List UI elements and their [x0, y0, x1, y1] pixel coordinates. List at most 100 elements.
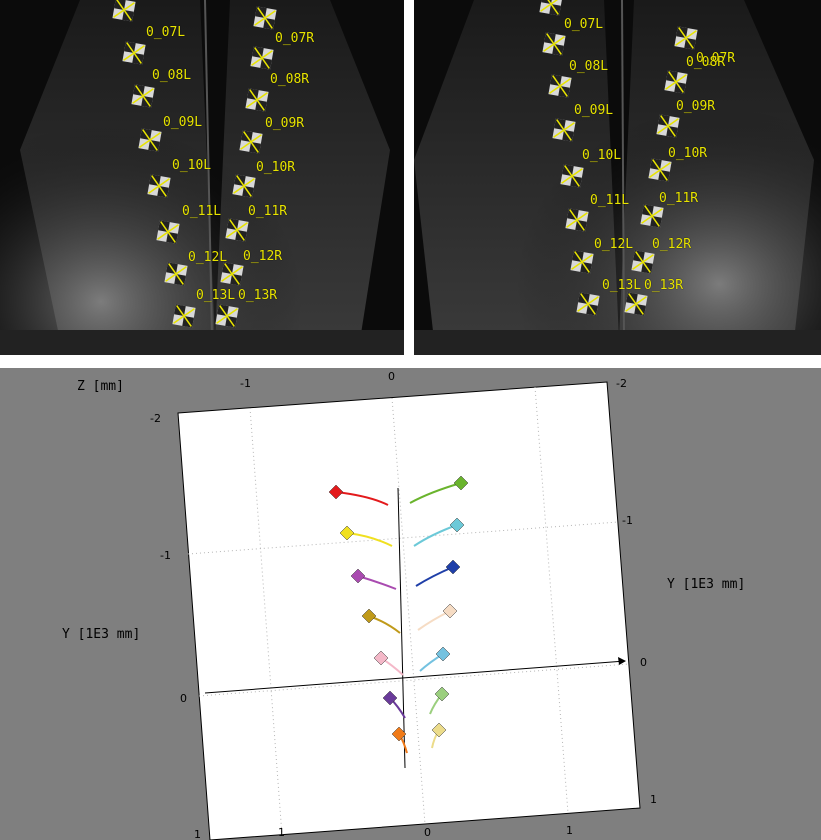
marker-diamond	[435, 646, 451, 662]
marker-label: 0_11R	[659, 191, 699, 206]
marker-diamond	[391, 726, 407, 742]
bottom-tick: 0	[424, 826, 431, 839]
checker-target	[253, 6, 277, 30]
y-axis-label-right: Y [1E3 mm]	[667, 577, 746, 592]
checker-target	[131, 84, 155, 108]
camera-view-left: 0_07L 0_08L 0_09L 0_10L 0_11L 0_12L 0_13…	[0, 0, 404, 355]
marker-label: 0_10L	[582, 148, 622, 163]
camera-right-scene	[414, 0, 821, 355]
y-axis-line	[204, 660, 626, 694]
checker-target	[631, 250, 655, 274]
y-axis-label-left: Y [1E3 mm]	[62, 627, 141, 642]
checker-target	[112, 0, 136, 22]
marker-label: 0_10R	[668, 146, 708, 161]
trajectory-0_07R	[409, 475, 469, 504]
bottom-tick: 1	[278, 826, 285, 839]
marker-label: 0_12L	[188, 250, 228, 265]
marker-label: 0_12R	[652, 237, 692, 252]
target-markers-right	[539, 0, 698, 316]
marker-diamond	[442, 603, 458, 619]
marker-label: 0_13L	[196, 288, 236, 303]
marker-label: 0_09R	[676, 99, 716, 114]
left-tick: -1	[160, 549, 171, 562]
marker-label: 0_10R	[256, 160, 296, 175]
top-tick: -1	[240, 377, 251, 390]
marker-label: 0_09R	[265, 116, 305, 131]
marker-label: 0_13L	[602, 278, 642, 293]
top-tick: 0	[388, 370, 395, 383]
checker-target	[542, 32, 566, 56]
left-tick: 1	[194, 828, 201, 840]
marker-label: 0_07L	[564, 17, 604, 32]
checker-target	[664, 70, 688, 94]
trajectory-0_07L	[328, 484, 389, 506]
camera-view-right: 0_07L 0_08L 0_09L 0_10L 0_11L 0_12L 0_13…	[414, 0, 821, 355]
checker-target	[122, 41, 146, 65]
marker-diamond	[445, 559, 461, 575]
marker-label: 0_13R	[644, 278, 684, 293]
trajectory-0_10R	[417, 603, 458, 631]
checker-target	[552, 118, 576, 142]
checker-target	[539, 0, 563, 16]
checker-target	[648, 158, 672, 182]
marker-label: 0_08L	[569, 59, 609, 74]
z-axis-label: Z [mm]	[77, 379, 124, 394]
marker-label: 0_10L	[172, 158, 212, 173]
marker-label: 0_07L	[146, 25, 186, 40]
marker-label: 0_12L	[594, 237, 634, 252]
trajectory-0_09L	[350, 568, 397, 590]
marker-label: 0_11L	[590, 193, 630, 208]
trajectory-0_10L	[361, 608, 401, 634]
checker-target	[576, 292, 600, 316]
checker-target	[250, 46, 274, 70]
marker-label: 0_09L	[163, 115, 203, 130]
trajectory-0_13R	[431, 722, 447, 749]
displacement-plot: Z [mm] Y [1E3 mm] Y [1E3 mm] -1 0 -2 -2 …	[0, 368, 821, 840]
right-tick: 1	[650, 793, 657, 806]
checker-target	[565, 208, 589, 232]
trajectory-0_12R	[429, 686, 450, 715]
checker-target	[548, 74, 572, 98]
checker-target	[232, 174, 256, 198]
marker-label: 0_08R	[686, 55, 726, 70]
trajectory-0_11L	[373, 650, 404, 676]
checker-target	[156, 220, 180, 244]
checker-target	[239, 130, 263, 154]
checker-target	[172, 304, 196, 328]
trajectory-0_08R	[413, 517, 465, 547]
marker-diamond	[449, 517, 465, 533]
target-markers-left	[112, 0, 277, 328]
marker-diamond	[328, 484, 344, 500]
checker-target	[225, 218, 249, 242]
marker-diamond	[453, 475, 469, 491]
checker-target	[138, 128, 162, 152]
checker-target	[674, 26, 698, 50]
checker-target	[220, 262, 244, 286]
marker-label: 0_08L	[152, 68, 192, 83]
marker-label: 0_07R	[275, 31, 315, 46]
marker-label: 0_09L	[574, 103, 614, 118]
left-tick: 0	[180, 692, 187, 705]
right-tick: 0	[640, 656, 647, 669]
checker-target	[656, 114, 680, 138]
checker-target	[147, 174, 171, 198]
left-tick: -2	[150, 412, 161, 425]
marker-diamond	[382, 690, 398, 706]
z-axis-line	[397, 487, 406, 769]
marker-label: 0_12R	[243, 249, 283, 264]
marker-diamond	[373, 650, 389, 666]
checker-target	[640, 204, 664, 228]
grid-lines	[187, 386, 630, 836]
trajectory-0_08L	[339, 525, 393, 547]
trajectory-0_13L	[391, 726, 408, 754]
marker-label: 0_13R	[238, 288, 278, 303]
checker-target	[164, 262, 188, 286]
checker-target	[245, 88, 269, 112]
camera-left-scene	[0, 0, 404, 355]
marker-diamond	[339, 525, 355, 541]
checker-target	[215, 304, 239, 328]
plot-area	[177, 381, 641, 840]
y-axis-arrow	[618, 657, 626, 665]
trajectory-0_11R	[419, 646, 451, 672]
top-tick: -2	[616, 377, 627, 390]
